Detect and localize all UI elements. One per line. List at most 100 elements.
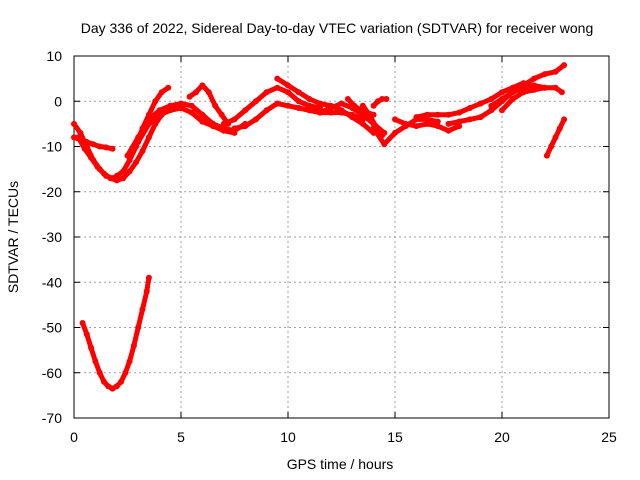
data-point <box>381 141 388 148</box>
data-point <box>558 89 565 96</box>
data-point <box>338 100 345 107</box>
data-point <box>424 120 431 127</box>
data-point <box>165 84 172 91</box>
data-point <box>466 116 473 123</box>
data-point <box>285 102 291 109</box>
data-point <box>383 96 390 102</box>
data-point <box>531 82 538 89</box>
data-point <box>77 129 84 136</box>
data-series <box>71 62 568 392</box>
data-point <box>167 102 174 109</box>
data-point <box>509 89 516 96</box>
data-point <box>231 125 238 132</box>
data-point <box>101 378 107 385</box>
data-point <box>188 109 195 116</box>
data-point <box>199 82 206 89</box>
data-point <box>424 116 431 123</box>
data-point <box>145 274 152 281</box>
series-line-arc-18 <box>446 82 548 127</box>
data-point <box>252 116 259 123</box>
y-tick-label: -10 <box>42 139 62 155</box>
y-tick-label: -20 <box>42 184 62 200</box>
data-point <box>295 105 302 111</box>
y-tick-label: 0 <box>54 93 62 109</box>
data-point <box>488 107 495 114</box>
axis-ticks: 0 5 10 15 20 25 10 0 -10 -20 -30 -40 -50 -60 -70 <box>42 48 617 445</box>
data-point <box>167 107 174 114</box>
data-point <box>344 96 351 102</box>
data-point <box>509 96 516 102</box>
chart-title: Day 336 of 2022, Sidereal Day-to-day VTE… <box>81 20 594 36</box>
data-point <box>126 358 133 365</box>
data-point <box>188 102 195 109</box>
data-point <box>285 82 291 89</box>
data-point <box>199 111 206 118</box>
data-point <box>252 98 259 105</box>
data-point <box>349 114 356 121</box>
y-tick-label: -70 <box>42 410 62 426</box>
data-point <box>499 96 505 102</box>
data-point <box>306 96 313 102</box>
data-point <box>81 145 88 152</box>
data-point <box>543 152 550 159</box>
data-point <box>156 111 163 118</box>
data-point <box>88 344 95 351</box>
data-point <box>499 107 505 114</box>
data-point <box>71 120 77 127</box>
data-point <box>359 120 366 127</box>
data-point <box>94 163 101 170</box>
data-point <box>285 89 291 96</box>
data-point <box>210 123 217 130</box>
data-point <box>178 105 184 111</box>
data-point <box>552 84 559 91</box>
data-point <box>231 116 238 123</box>
data-point <box>231 129 238 136</box>
data-point <box>118 378 125 385</box>
data-point <box>520 89 527 96</box>
data-point <box>143 288 150 295</box>
data-point <box>445 111 452 118</box>
data-point <box>561 62 568 69</box>
data-point <box>109 145 116 152</box>
data-point <box>90 141 97 148</box>
data-point <box>531 86 538 93</box>
data-point <box>306 107 313 114</box>
data-point <box>488 102 495 109</box>
data-point <box>101 170 107 177</box>
data-point <box>327 105 334 111</box>
data-point <box>126 168 133 175</box>
data-point <box>145 120 152 127</box>
data-point <box>445 120 452 127</box>
data-point <box>220 127 227 134</box>
data-point <box>379 96 386 102</box>
data-point <box>456 109 463 116</box>
data-point <box>126 157 133 164</box>
data-point <box>152 98 159 105</box>
data-point <box>499 89 505 96</box>
data-point <box>96 143 103 150</box>
data-point <box>212 102 219 109</box>
data-point <box>139 148 146 154</box>
data-point <box>477 114 484 121</box>
data-point <box>71 134 77 141</box>
data-point <box>456 118 463 125</box>
data-point <box>477 100 484 107</box>
data-point <box>402 120 409 127</box>
x-tick-label: 10 <box>280 429 296 445</box>
data-point <box>83 331 90 338</box>
data-point <box>135 324 142 331</box>
data-point <box>295 89 302 96</box>
y-tick-label: -40 <box>42 274 62 290</box>
data-point <box>445 127 452 134</box>
data-point <box>263 89 270 96</box>
data-point <box>120 175 127 182</box>
x-tick-label: 15 <box>387 429 403 445</box>
data-point <box>135 139 142 145</box>
data-point <box>133 159 140 166</box>
data-point <box>295 98 302 105</box>
data-point <box>488 96 495 102</box>
series-line-arc-10 <box>274 76 377 136</box>
data-point <box>370 125 377 132</box>
data-point <box>139 306 146 313</box>
